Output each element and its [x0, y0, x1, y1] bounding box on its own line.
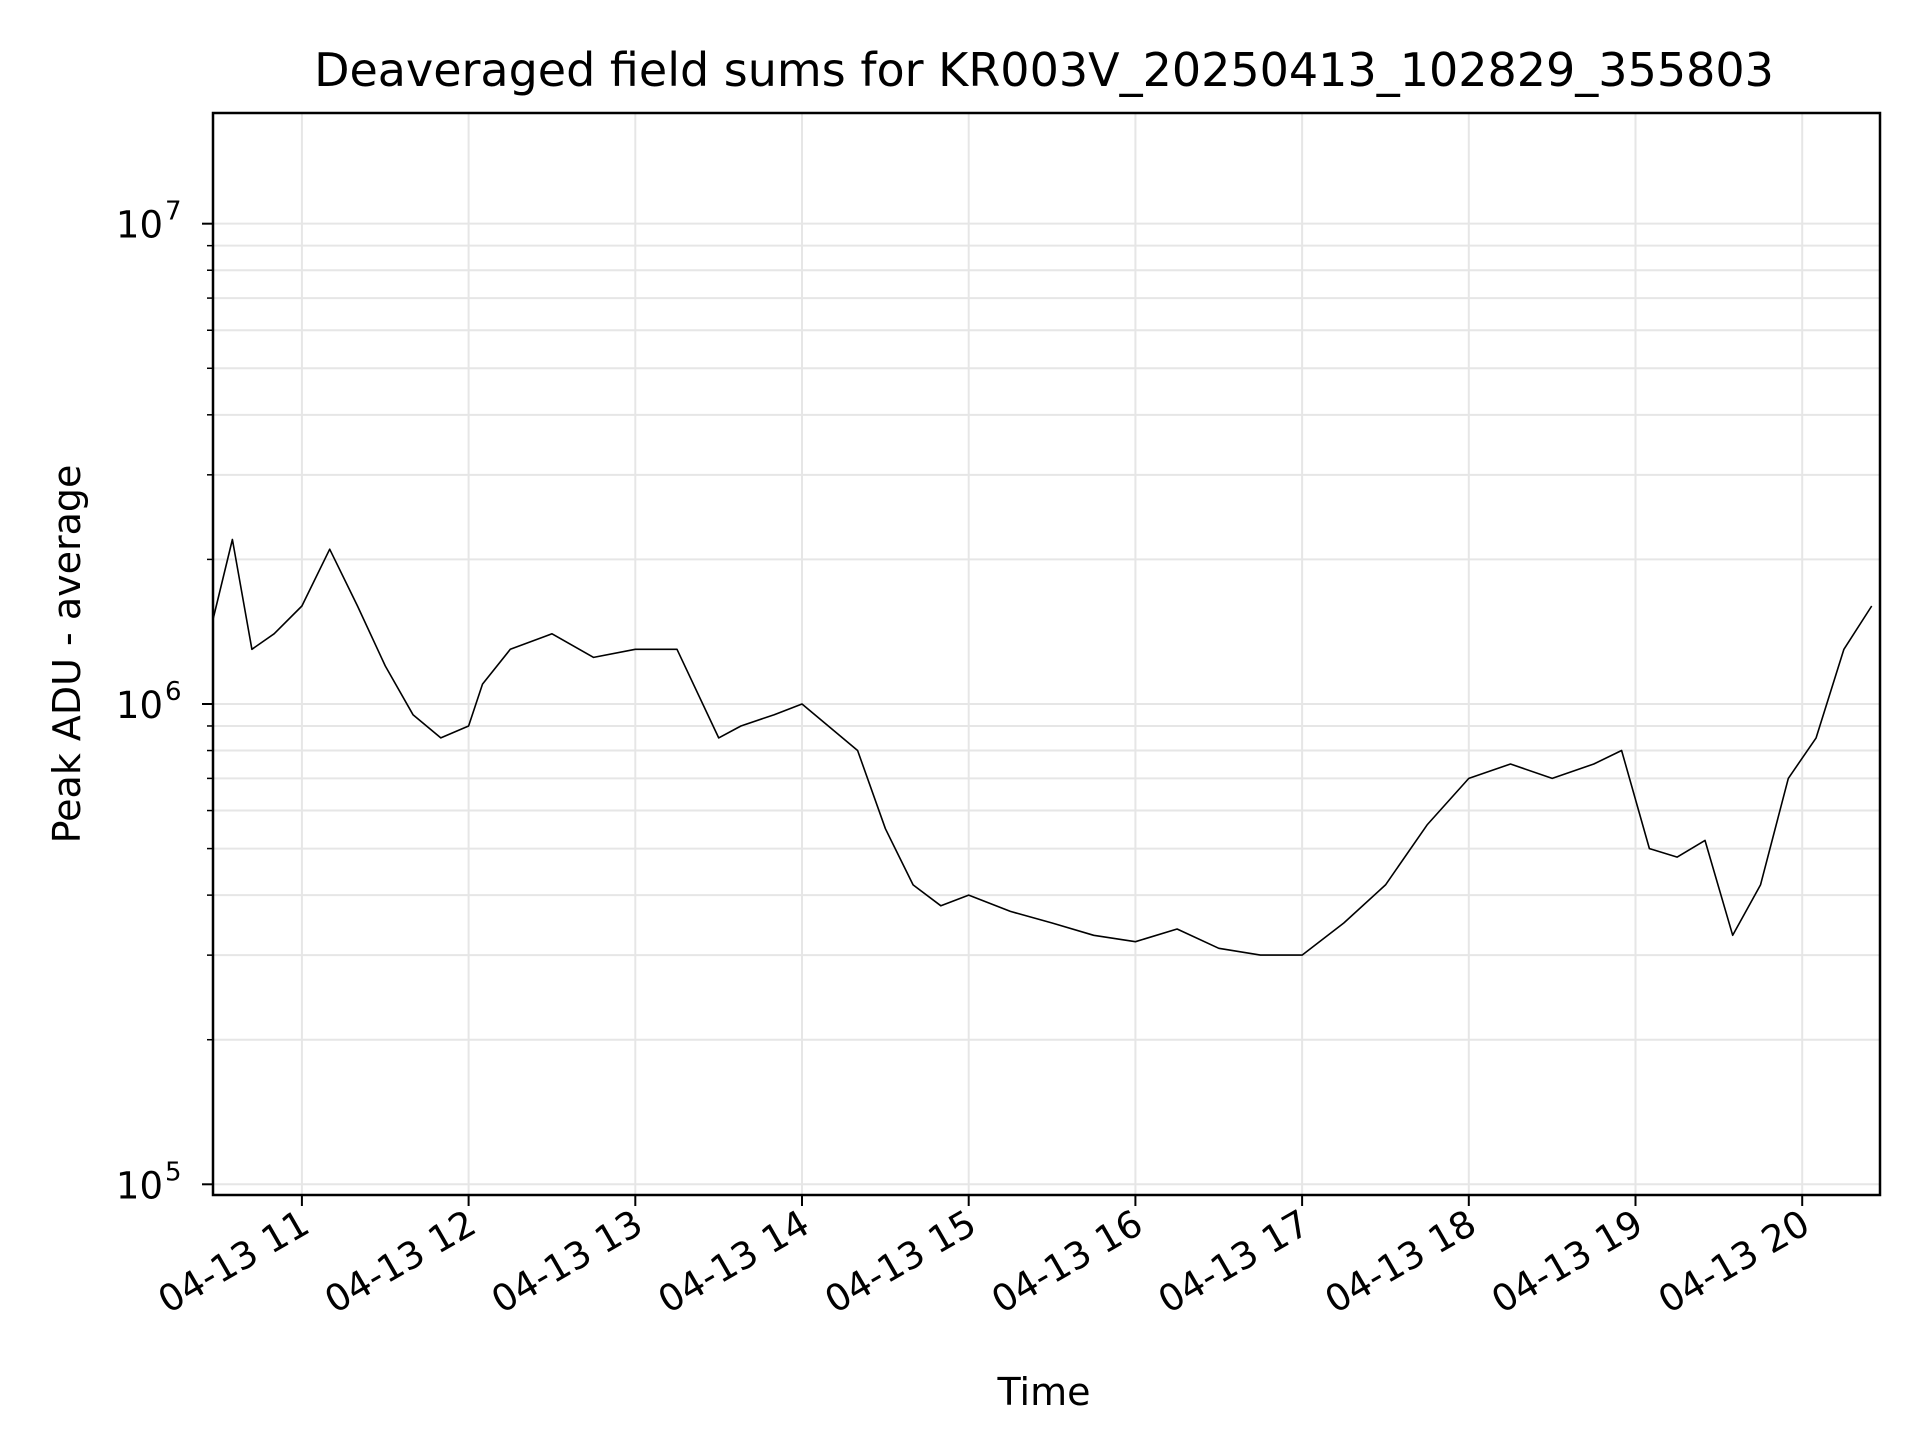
y-axis-label: Peak ADU - average	[45, 465, 89, 844]
series-line	[212, 538, 1873, 956]
y-tick-exponent: 5	[165, 1157, 182, 1187]
x-axis-label: Time	[997, 1370, 1091, 1414]
grid-layer	[213, 113, 1880, 1195]
chart-title: Deaveraged field sums for KR003V_2025041…	[314, 43, 1774, 97]
plot-frame	[211, 111, 1882, 1197]
y-tick-exponent: 6	[165, 677, 182, 707]
series-layer	[212, 538, 1873, 956]
y-tick-label: 10	[116, 1164, 163, 1207]
y-tick-label: 10	[116, 204, 163, 247]
y-tick-exponent: 7	[165, 197, 182, 227]
y-tick-label: 10	[116, 684, 163, 727]
